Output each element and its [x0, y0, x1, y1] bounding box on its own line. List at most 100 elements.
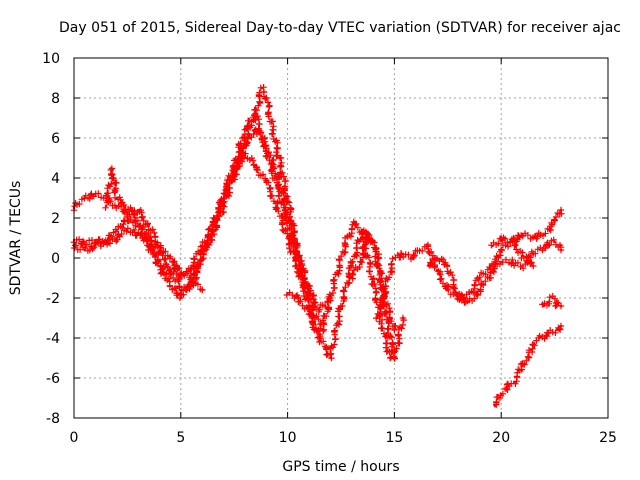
data-point — [467, 292, 471, 296]
data-point — [435, 256, 439, 260]
data-point — [393, 328, 396, 332]
data-point — [222, 204, 225, 208]
data-point — [367, 232, 370, 236]
data-point — [179, 296, 182, 300]
data-point — [427, 244, 430, 248]
data-point — [371, 280, 375, 284]
data-point — [318, 308, 321, 312]
data-point — [294, 244, 298, 248]
y-tick-label: 6 — [51, 131, 60, 147]
data-point — [286, 196, 289, 200]
data-point — [551, 296, 554, 300]
data-point — [303, 280, 306, 284]
data-point — [376, 316, 379, 320]
plot-frame — [73, 57, 609, 419]
data-point — [115, 228, 118, 232]
data-point — [500, 248, 503, 252]
chart-title: Day 051 of 2015, Sidereal Day-to-day VTE… — [59, 20, 621, 36]
data-point — [111, 168, 114, 172]
axis-ticks: 0 5 10 15 20 25 -8 -6 -4 -2 0 2 4 6 8 10 — [42, 51, 617, 446]
x-tick-label: 15 — [385, 430, 403, 446]
series-markers — [71, 110, 324, 342]
data-point — [243, 140, 247, 144]
series-markers — [373, 236, 565, 322]
data-point — [521, 264, 524, 268]
data-point — [141, 228, 144, 232]
data-point — [555, 302, 558, 306]
series-track-k — [493, 322, 565, 408]
data-point — [233, 176, 236, 180]
data-point — [491, 244, 494, 248]
data-point — [542, 244, 546, 248]
data-point — [376, 252, 379, 256]
data-point — [359, 260, 362, 264]
data-point — [546, 332, 550, 336]
data-point — [175, 264, 178, 268]
data-point — [478, 276, 482, 280]
data-point — [350, 264, 353, 268]
data-point — [559, 248, 563, 252]
data-point — [435, 268, 439, 272]
series-markers — [283, 227, 399, 362]
data-point — [354, 220, 358, 224]
data-point — [115, 204, 118, 208]
data-point — [529, 348, 533, 352]
data-point — [254, 112, 257, 116]
data-point — [265, 148, 268, 152]
data-point — [493, 404, 496, 408]
data-point — [271, 128, 274, 132]
data-point — [183, 272, 187, 276]
data-point — [312, 308, 315, 312]
x-tick-label: 10 — [279, 430, 297, 446]
data-point — [243, 152, 247, 156]
series-track-f — [283, 227, 399, 362]
data-point — [104, 240, 108, 244]
data-point — [115, 196, 118, 200]
data-point — [542, 304, 546, 308]
data-point — [521, 232, 524, 236]
data-point — [553, 220, 556, 224]
data-point — [401, 316, 405, 320]
data-point — [168, 256, 172, 260]
data-point — [553, 240, 556, 244]
data-point — [297, 296, 300, 300]
y-tick-label: 2 — [51, 211, 60, 227]
data-point — [546, 300, 550, 304]
series-markers — [426, 234, 537, 306]
data-point — [83, 196, 86, 200]
data-point — [318, 336, 321, 340]
data-point — [329, 356, 332, 360]
data-point — [147, 224, 150, 228]
series-track-d — [102, 165, 206, 294]
data-point — [510, 240, 514, 244]
data-point — [555, 328, 558, 332]
series-track-l — [539, 292, 565, 310]
data-point — [83, 248, 86, 252]
data-point — [410, 256, 413, 260]
data-point — [521, 254, 524, 258]
data-point — [190, 264, 193, 268]
y-tick-label: -4 — [46, 331, 60, 347]
x-tick-label: 20 — [492, 430, 510, 446]
data-point — [126, 228, 129, 232]
data-point — [337, 264, 341, 268]
data-point — [380, 320, 383, 324]
data-point — [94, 244, 97, 248]
data-point — [532, 252, 535, 256]
x-tick-label: 5 — [176, 430, 185, 446]
data-point — [559, 324, 563, 328]
data-point — [489, 272, 492, 276]
data-point — [126, 216, 129, 220]
series-markers — [230, 84, 395, 362]
data-point — [168, 284, 172, 288]
data-point — [489, 264, 492, 268]
data-point — [200, 252, 204, 256]
data-series — [70, 84, 565, 408]
data-point — [307, 312, 311, 316]
data-point — [192, 280, 195, 284]
data-point — [532, 236, 535, 240]
data-point — [401, 252, 405, 256]
data-point — [418, 248, 422, 252]
data-point — [124, 204, 127, 208]
